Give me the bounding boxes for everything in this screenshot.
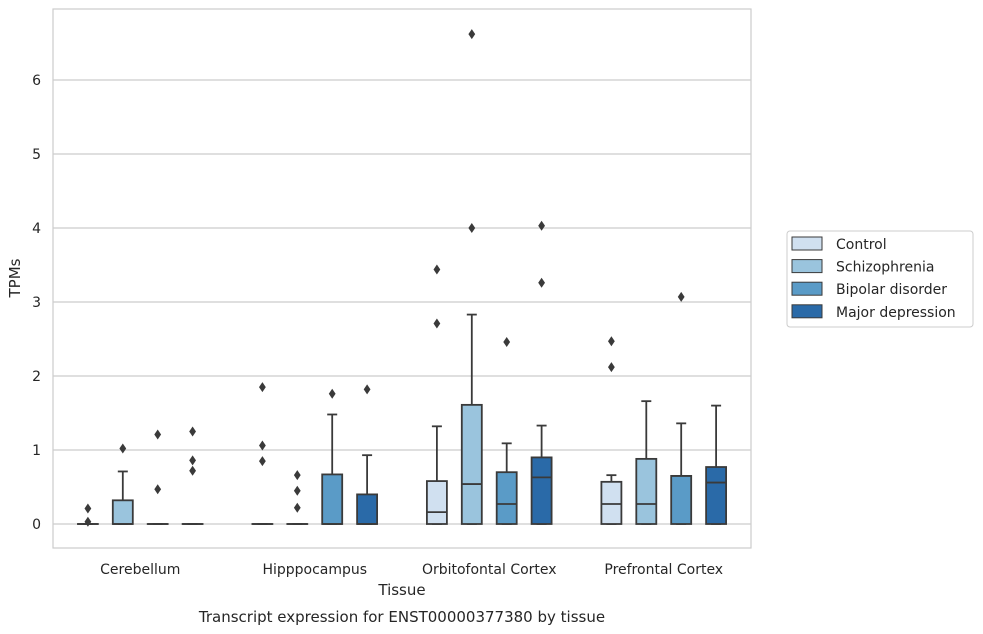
- outlier-point: [259, 440, 266, 451]
- legend-label: Schizophrenia: [836, 260, 934, 276]
- box-bipolar-disorder: [146, 429, 169, 525]
- outlier-point: [538, 277, 545, 288]
- box-major-depression: [705, 404, 727, 525]
- x-tick-labels: Cerebellum Hipppocampus Orbitofontal Corte…: [100, 562, 723, 578]
- outlier-point: [293, 470, 301, 481]
- boxes-layer: [77, 29, 727, 527]
- box-major-depression: [356, 384, 379, 525]
- box-body: [705, 466, 727, 525]
- box-body: [111, 499, 134, 525]
- chart-caption: Transcript expression for ENST0000037738…: [198, 608, 605, 626]
- y-tick-label: 2: [32, 369, 41, 385]
- legend-swatch: [791, 259, 823, 274]
- x-axis-label: Tissue: [377, 581, 425, 599]
- y-tick-labels: 0 1 2 3 4 5 6: [32, 73, 41, 533]
- legend-frame: [786, 230, 974, 328]
- box-body: [670, 474, 693, 525]
- legend-swatch: [791, 281, 823, 296]
- outlier-point: [84, 516, 92, 527]
- outlier-point: [293, 485, 301, 496]
- outlier-point: [259, 382, 266, 393]
- box-control: [425, 264, 448, 525]
- legend-swatch: [791, 304, 823, 319]
- box-major-depression: [530, 220, 553, 525]
- legend: Control Schizophrenia Bipolar disorder Majo…: [786, 230, 974, 328]
- x-tick-label: Prefrontal Cortex: [604, 562, 723, 578]
- y-tick-label: 0: [32, 517, 41, 533]
- outlier-point: [119, 443, 127, 454]
- box-control: [600, 336, 623, 525]
- box-schizophrenia: [286, 470, 309, 525]
- y-tick-label: 4: [32, 221, 41, 237]
- outlier-point: [84, 503, 92, 514]
- legend-label: Control: [836, 237, 887, 253]
- y-tick-label: 1: [32, 443, 41, 459]
- outlier-point: [189, 455, 196, 466]
- box-bipolar-disorder: [321, 388, 344, 525]
- plot-area-frame: [52, 8, 752, 549]
- x-tick-label: Cerebellum: [100, 562, 180, 578]
- gridlines: [53, 79, 751, 525]
- outlier-point: [468, 29, 476, 40]
- legend-label: Bipolar disorder: [836, 282, 947, 298]
- box-body: [425, 480, 448, 525]
- box-body: [321, 473, 344, 525]
- x-tick-label: Orbitofontal Cortex: [422, 562, 557, 578]
- y-tick-label: 5: [32, 147, 41, 163]
- outlier-point: [154, 484, 162, 495]
- box-body: [356, 493, 379, 525]
- box-control: [77, 503, 99, 527]
- outlier-point: [259, 456, 266, 467]
- outlier-point: [433, 318, 441, 329]
- box-schizophrenia: [111, 443, 134, 525]
- outlier-point: [538, 220, 545, 231]
- outlier-point: [293, 502, 301, 513]
- legend-swatch: [791, 236, 823, 251]
- outlier-point: [503, 336, 511, 347]
- outlier-point: [468, 223, 476, 233]
- box-control: [251, 382, 274, 525]
- outlier-point: [154, 429, 162, 440]
- outlier-point: [433, 264, 441, 275]
- box-major-depression: [181, 426, 204, 525]
- x-tick-label: Hipppocampus: [262, 562, 367, 578]
- outlier-point: [189, 465, 196, 476]
- box-bipolar-disorder: [495, 336, 518, 525]
- box-body: [495, 471, 518, 525]
- y-tick-label: 6: [32, 73, 41, 89]
- box-body: [600, 480, 623, 525]
- outlier-point: [363, 384, 371, 395]
- box-body: [530, 456, 553, 525]
- outlier-point: [608, 362, 615, 373]
- outlier-point: [677, 291, 685, 302]
- legend-label: Major depression: [836, 305, 956, 321]
- box-schizophrenia: [635, 400, 658, 525]
- outlier-point: [608, 336, 615, 347]
- box-body: [635, 457, 658, 525]
- box-body: [460, 403, 483, 525]
- y-axis-label: TPMs: [6, 258, 24, 298]
- box-schizophrenia: [460, 29, 483, 525]
- y-tick-label: 3: [32, 295, 41, 311]
- outlier-point: [328, 388, 336, 399]
- outlier-point: [189, 426, 196, 437]
- box-bipolar-disorder: [670, 291, 693, 525]
